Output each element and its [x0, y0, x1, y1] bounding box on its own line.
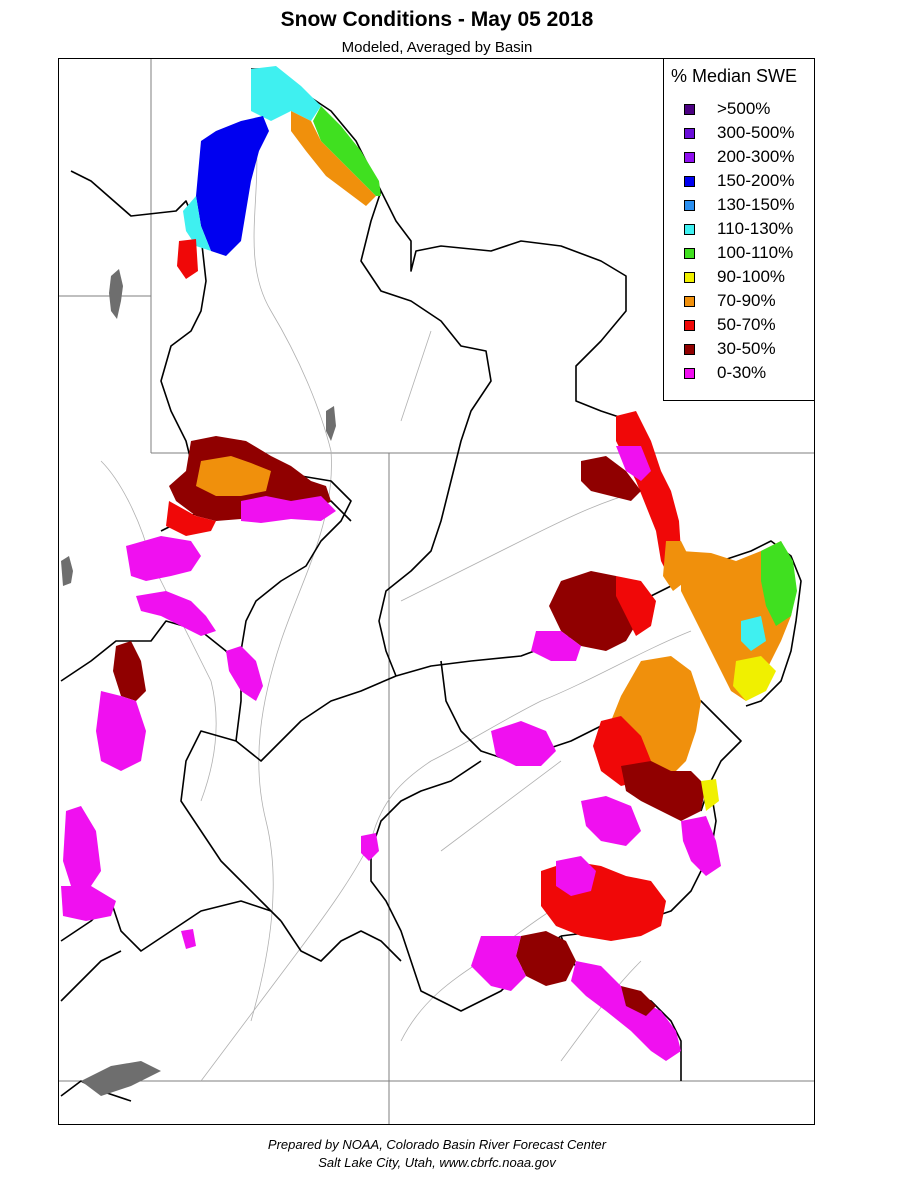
- snow-patch-150-200: [196, 116, 269, 256]
- basin-map: [59, 59, 814, 1124]
- legend-label: 100-110%: [717, 243, 794, 262]
- legend-swatch: [684, 248, 695, 259]
- legend-swatch: [684, 344, 695, 355]
- snow-patch-0-30-duchesne: [226, 646, 263, 701]
- snow-patch-110-130-frontrange: [741, 616, 766, 651]
- basin-line-price-san-rafael: [180, 675, 397, 922]
- snow-patch-0-30-rio-headwaters: [681, 816, 721, 876]
- legend-swatch: [684, 224, 695, 235]
- snow-patch-0-30-sanjuan-east: [571, 961, 681, 1061]
- lake-bear-lake: [109, 269, 123, 319]
- snow-patch-0-30-provo: [136, 591, 216, 636]
- legend-title: % Median SWE: [671, 66, 798, 86]
- lake-utah-lake: [61, 556, 73, 586]
- river-colorado-lower: [200, 840, 372, 1082]
- credit-line-agency: Prepared by NOAA, Colorado Basin River F…: [267, 1137, 607, 1152]
- legend-label: >500%: [717, 99, 771, 118]
- legend-label: 30-50%: [717, 339, 776, 358]
- legend-swatch: [684, 272, 695, 283]
- snow-patch-70-90-wind: [291, 111, 376, 206]
- map-title: Snow Conditions - May 05 2018: [280, 8, 594, 31]
- snow-patch-0-30-sevier-north: [96, 691, 146, 771]
- snow-patch-0-30-uncompahgre: [491, 721, 556, 766]
- legend-label: 50-70%: [717, 315, 776, 334]
- snow-patch-30-50-yampa: [581, 456, 641, 501]
- basin-line-west-wyoming: [70, 170, 207, 462]
- snow-patch-30-50-elk: [621, 761, 706, 821]
- legend-label: 300-500%: [717, 123, 795, 142]
- legend-label: 110-130%: [717, 219, 794, 238]
- basin-line-lake-powell: [280, 920, 402, 962]
- snow-patch-0-30-sanmiguel: [581, 796, 641, 846]
- snow-patch-0-30-yampa: [616, 446, 651, 481]
- basin-line-virgin-west: [60, 950, 122, 1002]
- river-sweetwater: [400, 330, 432, 422]
- lakes: [61, 269, 336, 1096]
- river-yampa: [400, 490, 642, 602]
- legend-label: 0-30%: [717, 363, 767, 382]
- snow-patch-50-70-west-wy: [177, 239, 198, 279]
- snow-patch-0-30-white: [531, 631, 581, 661]
- legend-label: 150-200%: [717, 171, 795, 190]
- basin-line-green-divide: [360, 190, 492, 677]
- map-subtitle: Modeled, Averaged by Basin: [341, 39, 533, 56]
- snow-patch-110-130-west: [183, 196, 211, 251]
- river-colorado-upper: [370, 630, 692, 842]
- snow-patch-0-30-boulder: [181, 929, 196, 949]
- legend-swatch: [684, 128, 695, 139]
- legend-label: 200-300%: [717, 147, 795, 166]
- snow-patch-0-30-sevier: [63, 806, 101, 886]
- basin-line-uinta-south: [60, 620, 242, 682]
- snow-patch-100-110-wind: [313, 106, 381, 196]
- snow-patch-30-50-timp: [113, 641, 146, 701]
- river-green-upper: [253, 140, 332, 452]
- river-green-lower: [250, 450, 332, 1022]
- legend-swatch: [684, 200, 695, 211]
- basin-line-north-rim: [251, 68, 632, 422]
- river-gunnison: [440, 760, 562, 852]
- legend-swatch: [684, 104, 695, 115]
- legend-label: 90-100%: [717, 267, 786, 286]
- snow-patch-30-50-sanjuan-south: [516, 931, 576, 986]
- snow-patch-0-30-dolores: [556, 856, 596, 896]
- snow-patch-0-30-virgin: [61, 886, 116, 921]
- legend-swatch: [684, 320, 695, 331]
- legend-swatch: [684, 176, 695, 187]
- snow-patch-70-90-uinta: [196, 456, 271, 496]
- snow-patch-0-30-weber: [126, 536, 201, 581]
- credit-line-location: Salt Lake City, Utah, www.cbrfc.noaa.gov: [318, 1155, 556, 1170]
- legend-label: 130-150%: [717, 195, 795, 214]
- snow-patch-50-70-uinta: [166, 501, 216, 536]
- lake-powell: [81, 1061, 161, 1096]
- legend-swatch: [684, 368, 695, 379]
- snow-patch-100-110-northpark: [761, 541, 797, 626]
- legend-label: 70-90%: [717, 291, 776, 310]
- snow-patch-90-100-frontrange: [733, 656, 776, 701]
- snow-patch-0-30-lasal: [361, 833, 379, 861]
- snow-patch-90-100-sawatch: [701, 779, 719, 811]
- legend-swatch: [684, 296, 695, 307]
- lake-fontenelle: [326, 406, 336, 441]
- legend-swatch: [684, 152, 695, 163]
- snow-patches: [61, 66, 797, 1061]
- snow-patch-50-70-flattops: [616, 576, 656, 636]
- snow-patch-110-130-north: [251, 66, 321, 121]
- snow-patch-0-30-uinta-east: [241, 496, 336, 523]
- map-legend: % Median SWE >500% 300-500% 200-300% 150…: [663, 58, 815, 401]
- snow-patch-0-30-sanjuan-west: [471, 936, 526, 991]
- snow-patch-30-50-chama: [621, 986, 656, 1016]
